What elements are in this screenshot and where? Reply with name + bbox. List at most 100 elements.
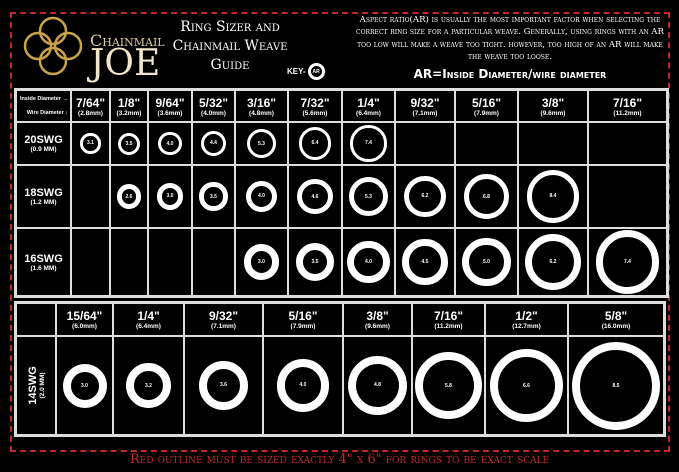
- aspect-ratio-value: 2.6: [125, 193, 133, 200]
- aspect-ratio-value: 4.0: [166, 140, 174, 147]
- ring-cell: 3.5: [288, 228, 342, 296]
- aspect-ratio-value: 5.8: [445, 382, 452, 389]
- inside-diameter-fraction: 3/8": [366, 309, 389, 323]
- inside-diameter-fraction: 1/4": [137, 309, 160, 323]
- inside-diameter-mm: (6.4mm): [136, 323, 161, 330]
- aspect-ratio-value: 5.0: [483, 258, 490, 265]
- aspect-ratio-value: 6.2: [549, 259, 557, 265]
- column-header: 7/16" (11.2mm): [412, 303, 485, 336]
- ring-icon: 5.3: [349, 177, 388, 216]
- aspect-ratio-value: 6.4: [311, 140, 319, 147]
- column-header: 5/32" (4.0mm): [192, 90, 235, 122]
- inside-diameter-mm: (2.8mm): [78, 109, 103, 117]
- scale-note: Red outline must be sized exactly 4" x 6…: [129, 452, 550, 467]
- title-line: Ring Sizer and: [180, 19, 280, 35]
- ring-icon: 3.0: [156, 183, 184, 210]
- ring-cell: 3.5: [110, 122, 148, 165]
- ring-cell: 7.4: [342, 122, 395, 165]
- aspect-ratio-value: 6.2: [421, 193, 429, 200]
- inside-diameter-fraction: 1/2": [515, 309, 538, 323]
- column-header: 1/4" (6.4mm): [113, 303, 184, 336]
- ring-icon: 5.3: [246, 128, 277, 159]
- ring-cell: 4.6: [288, 165, 342, 228]
- ring-icon: 6.2: [404, 175, 446, 218]
- ring-cell: 4.5: [395, 228, 455, 296]
- ring-icon: 4.0: [347, 240, 390, 284]
- aspect-ratio-value: 4.5: [421, 259, 429, 265]
- aspect-ratio-value: 7.4: [624, 258, 631, 265]
- inside-diameter-mm: (6.4mm): [356, 109, 381, 117]
- ring-icon: 3.0: [243, 244, 280, 280]
- ring-cell: 4.0: [342, 228, 395, 296]
- column-header: 7/16" (11.2mm): [588, 90, 667, 122]
- gauge-name: 16SWG: [24, 252, 63, 265]
- ring-icon: 6.2: [524, 233, 582, 291]
- aspect-ratio-value: 3.1: [87, 140, 94, 147]
- column-header: 9/32" (7.1mm): [184, 303, 263, 336]
- inside-diameter-mm: (7.1mm): [211, 323, 236, 330]
- ring-icon: 6.8: [463, 173, 510, 220]
- aspect-ratio-value: 4.4: [210, 140, 217, 147]
- inside-diameter-fraction: 1/8": [117, 95, 141, 110]
- inside-diameter-mm: (7.1mm): [412, 109, 438, 117]
- aspect-ratio-value: 8.4: [549, 193, 557, 200]
- ring-icon: 3.5: [118, 132, 140, 155]
- wire-diameter-label: Wire Diameter ↓: [26, 110, 68, 116]
- inside-diameter-fraction: 9/32": [208, 309, 239, 323]
- ring-cell: 4.0: [148, 122, 192, 165]
- ring-cell: 5.8: [412, 336, 485, 435]
- column-header: 5/16" (7.9mm): [263, 303, 343, 336]
- ring-icon: 8.5: [572, 341, 660, 430]
- aspect-ratio-value: 3.5: [311, 259, 319, 265]
- four-rings-logo-icon: [23, 16, 83, 76]
- ring-icon: 8.4: [526, 170, 580, 223]
- ring-cell: 5.3: [342, 165, 395, 228]
- chainmail-joe-logo: Chainmail JOE: [18, 15, 168, 84]
- ring-cell: 6.8: [455, 165, 518, 228]
- inside-diameter-fraction: 15/64": [66, 309, 103, 323]
- ring-cell: 6.2: [395, 165, 455, 228]
- ring-icon: 5.8: [415, 352, 482, 419]
- column-header: 3/8" (9.6mm): [343, 303, 412, 336]
- ring-icon: 4.8: [347, 355, 408, 416]
- ring-icon: 4.5: [402, 239, 448, 285]
- ring-cell: [588, 122, 667, 165]
- inside-diameter-fraction: 5/16": [288, 309, 318, 323]
- logo-text-chainmail: Chainmail: [90, 31, 165, 50]
- aspect-ratio-description: Aspect ratio(AR) is usually the most imp…: [356, 15, 664, 62]
- ring-cell: [192, 228, 235, 296]
- ring-icon: 3.2: [125, 362, 172, 409]
- ring-icon: 2.6: [116, 184, 142, 209]
- ring-cell: 4.8: [343, 336, 412, 435]
- aspect-ratio-value: 5.3: [258, 140, 265, 147]
- bottom-ring-table-14swg: 14SWG (2.0 MM) 15/64" (6.0mm) 3.0 1/4" (6.4mm)…: [14, 301, 666, 437]
- aspect-ratio-value: 3.5: [125, 140, 133, 147]
- ring-cell: 3.1: [71, 122, 110, 165]
- ring-cell: 3.6: [184, 336, 263, 435]
- ring-icon: 4.6: [297, 178, 333, 215]
- key-legend: KEY- AR: [287, 63, 325, 80]
- ring-cell: 3.0: [56, 336, 113, 435]
- column-header: 7/64" (2.8mm): [71, 90, 110, 122]
- ring-cell: [518, 122, 588, 165]
- inside-diameter-fraction: 5/32": [198, 95, 229, 110]
- ring-cell: 4.4: [192, 122, 235, 165]
- ring-icon: 7.4: [595, 230, 660, 294]
- column-row-axis-labels: Inside Diameter → Wire Diameter ↓: [16, 90, 71, 122]
- ring-icon: 5.0: [462, 237, 511, 287]
- ring-icon: 4.0: [245, 180, 278, 213]
- ring-icon: 6.4: [298, 127, 332, 160]
- ring-cell: 3.2: [113, 336, 184, 435]
- ring-cell: 4.0: [235, 165, 288, 228]
- ring-cell: 3.0: [148, 165, 192, 228]
- ring-cell: 3.0: [235, 228, 288, 296]
- column-header: 5/16" (7.9mm): [455, 90, 518, 122]
- inside-diameter-mm: (6.0mm): [72, 323, 97, 330]
- inside-diameter-fraction: 9/64": [155, 95, 185, 110]
- inside-diameter-mm: (12.7mm): [512, 323, 541, 330]
- column-header: 1/2" (12.7mm): [485, 303, 568, 336]
- ring-cell: 6.4: [288, 122, 342, 165]
- gauge-name: 18SWG: [24, 187, 63, 199]
- aspect-ratio-value: 3.6: [220, 382, 227, 389]
- column-header: 7/32" (5.6mm): [288, 90, 342, 122]
